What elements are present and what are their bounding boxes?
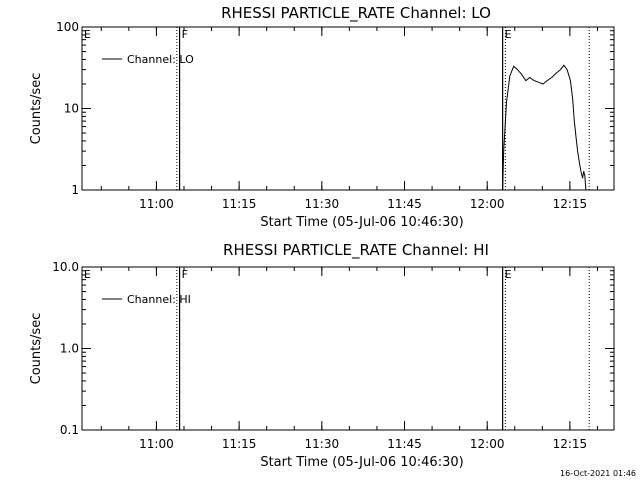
flag-label: E <box>505 28 512 41</box>
y-tick-label: 0.1 <box>60 423 79 437</box>
plot-frame <box>81 266 615 431</box>
y-tick-label: 10.0 <box>52 260 79 274</box>
y-tick-label: 10 <box>64 102 79 116</box>
flag-label: F <box>182 28 188 41</box>
y-axis-label: Counts/sec <box>29 313 44 385</box>
footer-timestamp: 16-Oct-2021 01:46 <box>560 469 636 478</box>
flag-label: F <box>182 268 188 281</box>
x-tick-label: 11:15 <box>222 197 257 211</box>
x-tick-label: 12:15 <box>553 197 588 211</box>
x-tick-label: 12:00 <box>470 437 505 451</box>
x-tick-label: 11:30 <box>305 197 340 211</box>
y-tick-label: 1 <box>71 183 79 197</box>
x-tick-label: 11:45 <box>387 437 422 451</box>
plot-frame <box>81 26 615 191</box>
legend-label: Channel: HI <box>127 293 191 306</box>
flag-label: E <box>84 268 91 281</box>
series-line <box>502 64 587 190</box>
y-tick-label: 100 <box>56 20 79 34</box>
x-tick-label: 11:15 <box>222 437 257 451</box>
x-axis-label: Start Time (05-Jul-06 10:46:30) <box>260 215 463 230</box>
flag-label: E <box>505 268 512 281</box>
chart-title: RHESSI PARTICLE_RATE Channel: HI <box>223 241 489 260</box>
chart-title: RHESSI PARTICLE_RATE Channel: LO <box>221 4 491 23</box>
legend-label: Channel: LO <box>127 53 194 66</box>
y-tick-label: 1.0 <box>60 342 79 356</box>
x-tick-label: 11:45 <box>387 197 422 211</box>
x-tick-label: 12:15 <box>553 437 588 451</box>
y-axis-label: Counts/sec <box>29 73 44 145</box>
x-axis-label: Start Time (05-Jul-06 10:46:30) <box>260 455 463 470</box>
panel-channel-lo: RHESSI PARTICLE_RATE Channel: LO 1 10 100 Co… <box>29 4 615 230</box>
flag-label: E <box>84 28 91 41</box>
x-tick-label: 11:00 <box>139 197 174 211</box>
x-tick-label: 12:00 <box>470 197 505 211</box>
x-tick-label: 11:30 <box>305 437 340 451</box>
x-tick-label: 11:00 <box>139 437 174 451</box>
panel-channel-hi: RHESSI PARTICLE_RATE Channel: HI 0.1 1.0 10… <box>29 241 615 470</box>
